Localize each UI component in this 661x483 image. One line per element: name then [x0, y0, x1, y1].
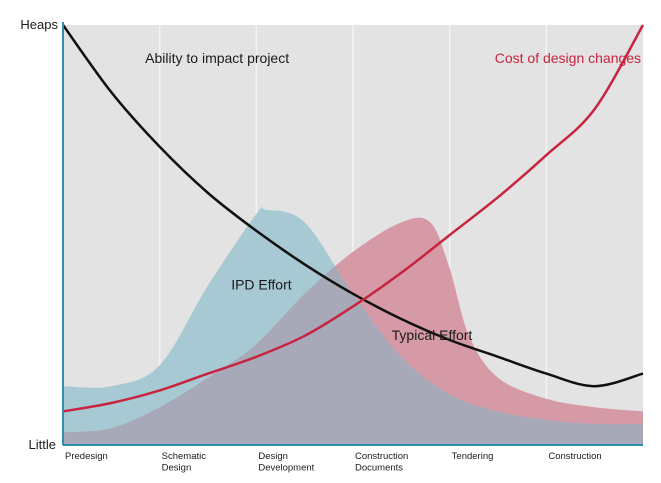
chart-annotation: Typical Effort [392, 327, 473, 343]
axes [62, 22, 643, 446]
x-tick-label: Tendering [452, 451, 494, 462]
x-tick-label: Construction Documents [355, 451, 408, 474]
x-tick-label: Predesign [65, 451, 108, 462]
x-axis-tick-labels: Predesign Schematic Design Design Developmen… [65, 451, 602, 474]
x-tick-label: Schematic Design [162, 451, 207, 474]
chart-annotation: Cost of design changes [495, 50, 641, 66]
chart-annotation: IPD Effort [231, 277, 292, 293]
ability-to-impact-line [61, 24, 644, 388]
x-tick-label: Design Development [258, 451, 314, 474]
chart-annotation: Ability to impact project [145, 50, 289, 66]
y-axis-top-label: Heaps [20, 17, 58, 32]
effort-areas [63, 206, 643, 445]
y-axis-bottom-label: Little [29, 437, 56, 452]
cost-of-changes-line [62, 24, 645, 413]
x-tick-label: Construction [548, 451, 601, 462]
curve-lines [61, 24, 645, 413]
annotations: Ability to impact project Cost of design … [145, 50, 641, 343]
